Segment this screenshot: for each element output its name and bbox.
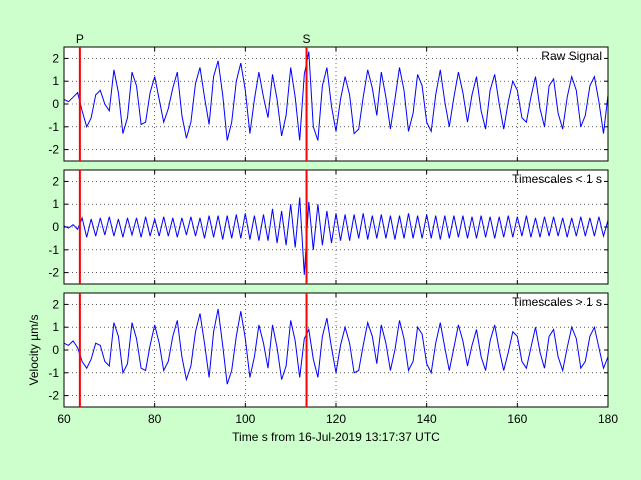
- x-tick-label: 80: [148, 412, 162, 426]
- y-tick-label: 2: [52, 174, 59, 188]
- phase-marker-label: P: [76, 32, 84, 46]
- y-tick-label: -1: [48, 120, 59, 134]
- phase-marker-label: S: [303, 32, 311, 46]
- series-line: [63, 308, 609, 385]
- panel-short-timescales: -2 -1 0 1 2 Timescales < 1 s: [48, 169, 609, 285]
- series-line: [63, 51, 609, 141]
- panel-title: Raw Signal: [541, 49, 602, 63]
- y-tick-label: 0: [52, 343, 59, 357]
- panel-raw-signal: -2 -1 0 1 2 Raw Signal: [48, 46, 609, 162]
- x-axis-label: Time s from 16-Jul-2019 13:17:37 UTC: [232, 430, 440, 444]
- axes-frame: [63, 292, 609, 408]
- x-tick-label: 180: [598, 412, 618, 426]
- y-tick-label: 0: [52, 220, 59, 234]
- y-tick-label: -2: [48, 389, 59, 403]
- x-axis: 60 80 100 120 140 160 180: [57, 412, 618, 426]
- panel-long-timescales: -2 -1 0 1 2 Timescales > 1 s Velocity µm/s: [27, 292, 609, 408]
- y-axis-label: Velocity µm/s: [27, 315, 41, 386]
- y-tick-label: 2: [52, 297, 59, 311]
- y-tick-label: -1: [48, 243, 59, 257]
- x-tick-label: 60: [57, 412, 71, 426]
- panel-title: Timescales > 1 s: [512, 295, 602, 309]
- axes-frame: [63, 169, 609, 285]
- x-tick-label: 120: [326, 412, 346, 426]
- y-tick-label: 2: [52, 51, 59, 65]
- y-tick-label: 1: [52, 74, 59, 88]
- axes-frame: [63, 46, 609, 162]
- y-tick-label: 1: [52, 197, 59, 211]
- y-tick-label: -1: [48, 366, 59, 380]
- y-tick-label: -2: [48, 143, 59, 157]
- y-tick-label: -2: [48, 266, 59, 280]
- x-tick-label: 140: [417, 412, 437, 426]
- y-tick-label: 1: [52, 320, 59, 334]
- x-tick-label: 100: [235, 412, 255, 426]
- panel-title: Timescales < 1 s: [512, 172, 602, 186]
- x-tick-label: 160: [507, 412, 527, 426]
- y-tick-label: 0: [52, 97, 59, 111]
- series-line: [63, 197, 609, 275]
